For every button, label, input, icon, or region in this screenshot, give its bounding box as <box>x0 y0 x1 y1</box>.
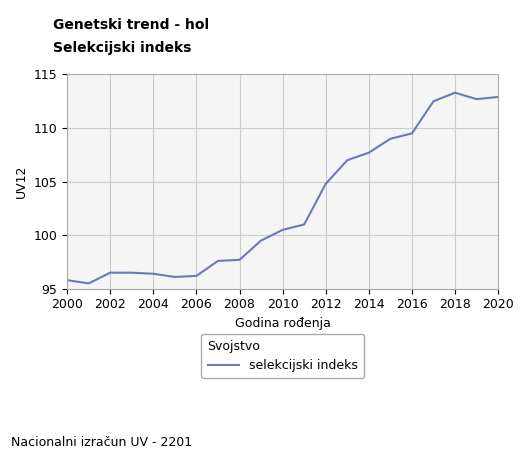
Text: Nacionalni izračun UV - 2201: Nacionalni izračun UV - 2201 <box>11 436 191 449</box>
X-axis label: Godina rođenja: Godina rođenja <box>235 317 331 330</box>
Legend: selekcijski indeks: selekcijski indeks <box>202 334 364 378</box>
Y-axis label: UV12: UV12 <box>15 165 28 198</box>
Text: Genetski trend - hol: Genetski trend - hol <box>53 18 209 32</box>
Text: Selekcijski indeks: Selekcijski indeks <box>53 41 191 55</box>
